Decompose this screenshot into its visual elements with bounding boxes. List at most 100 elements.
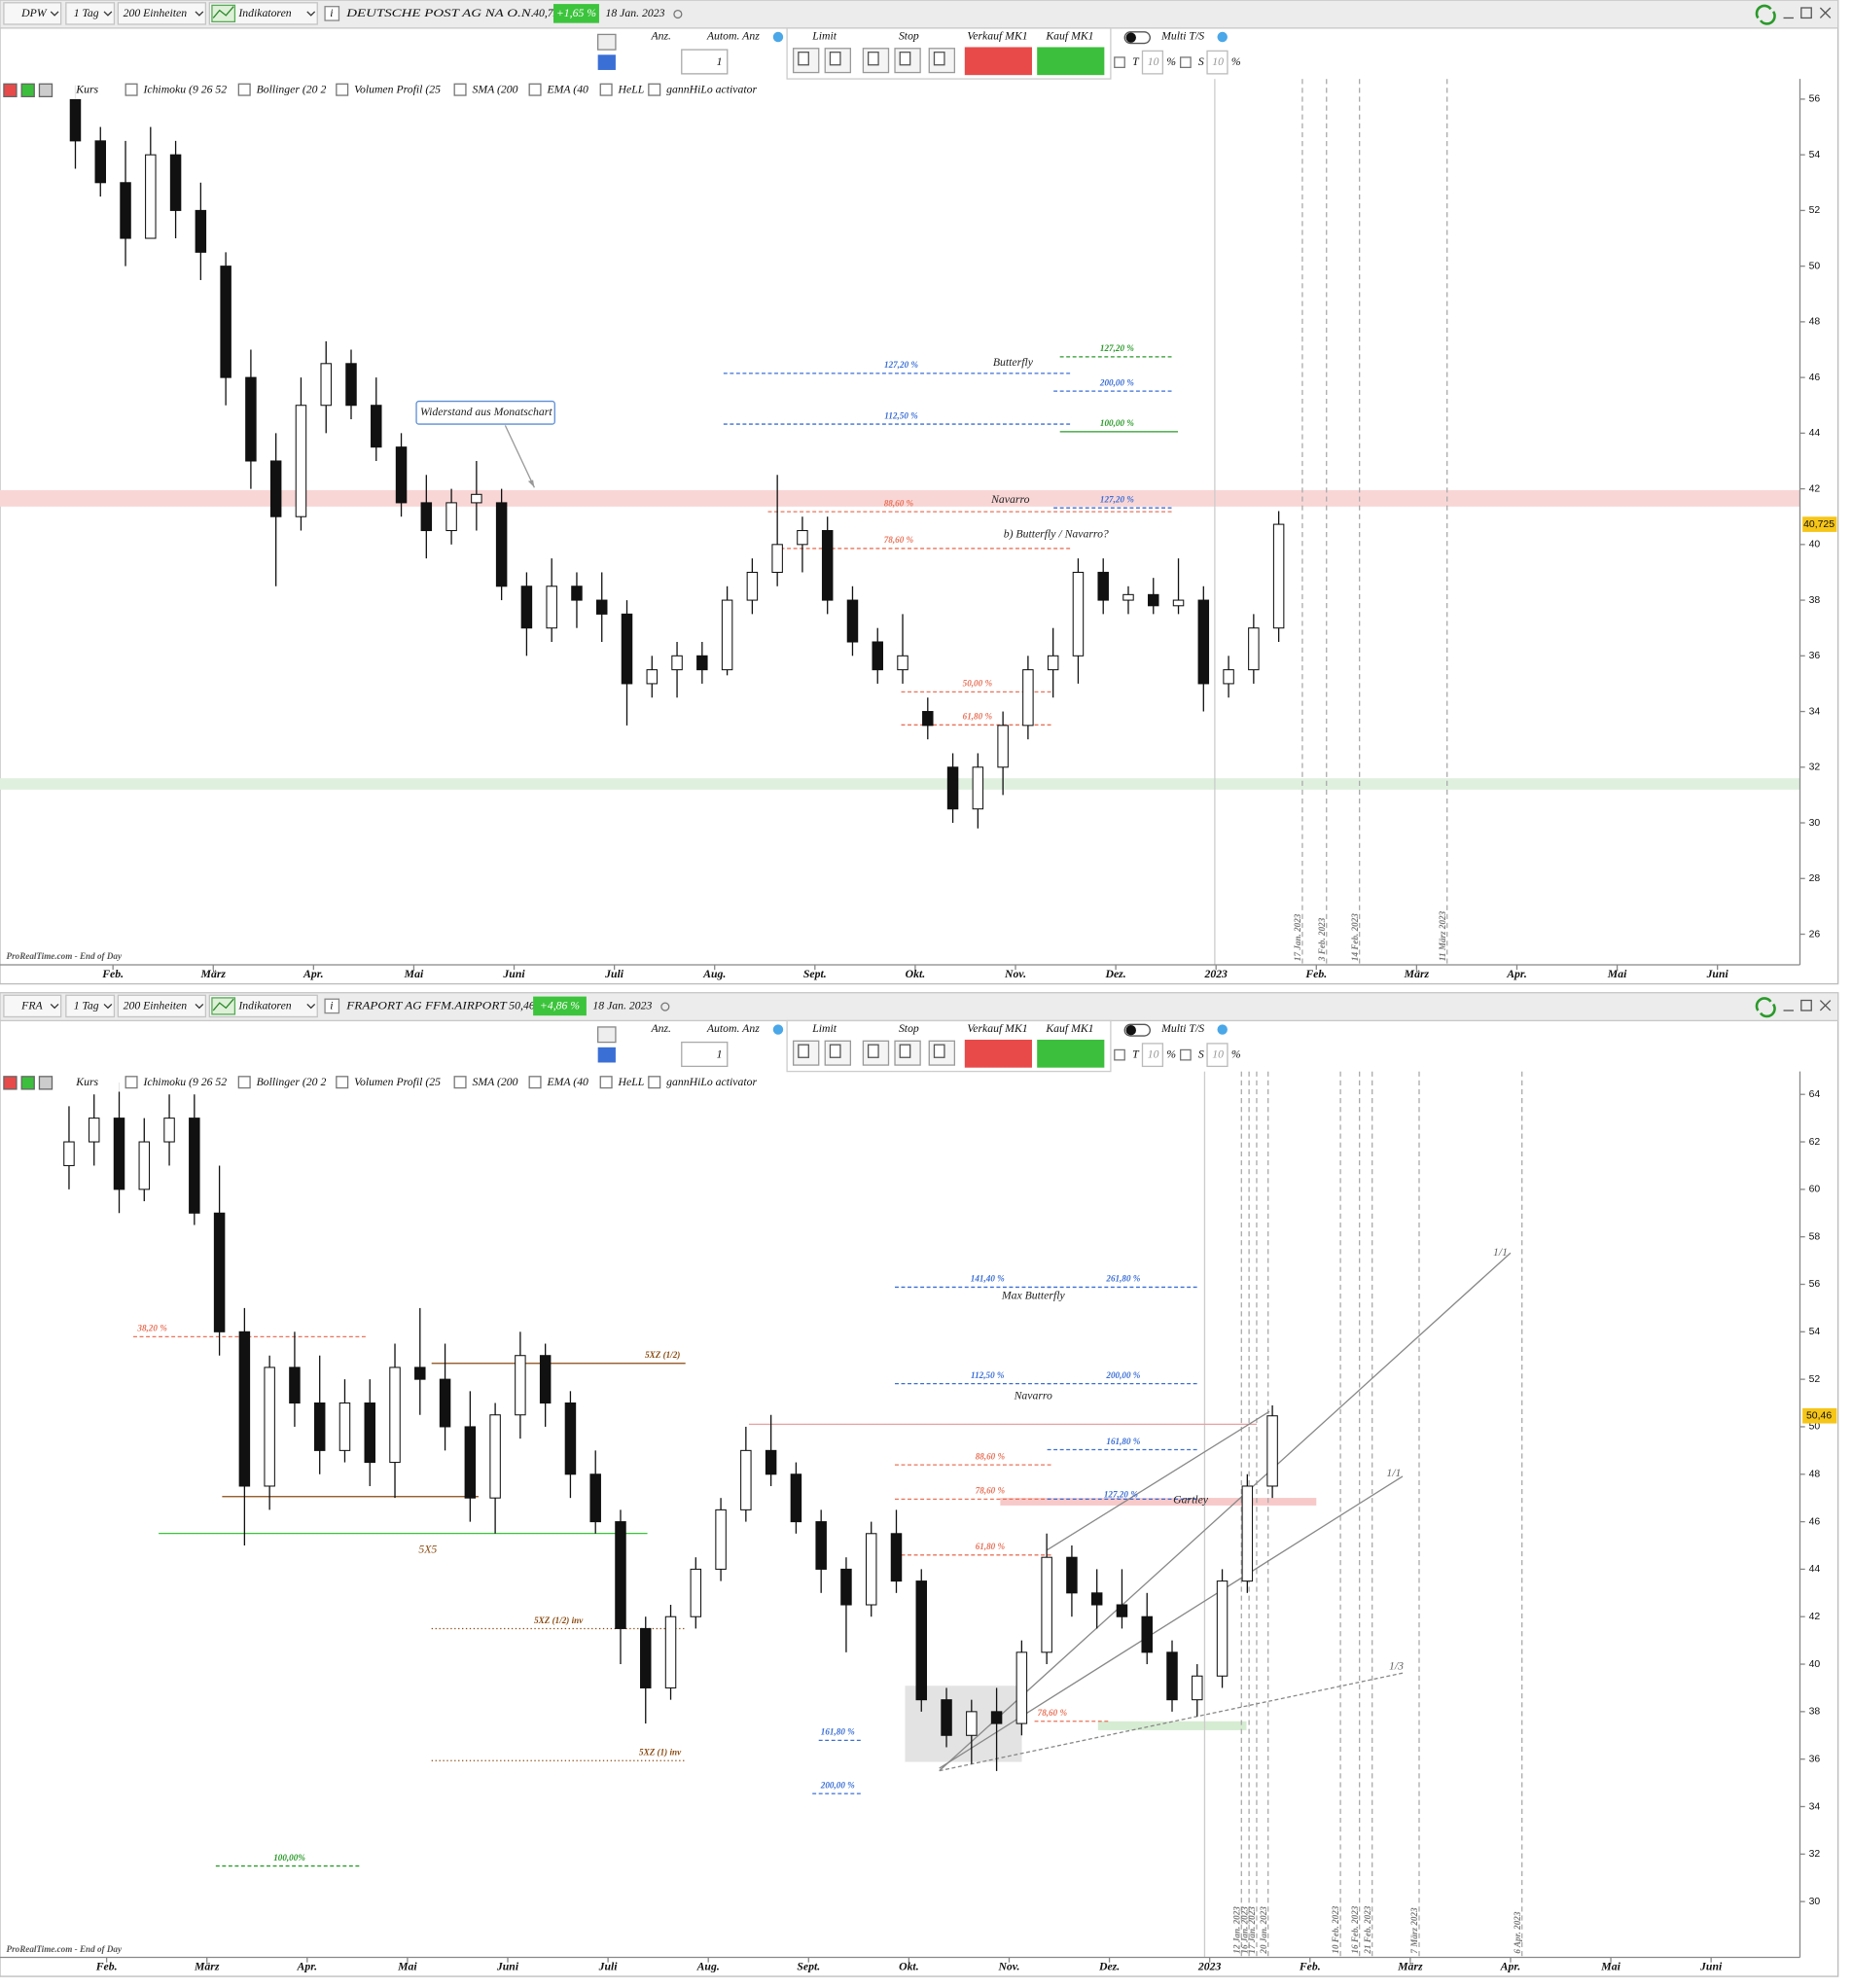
tool-icon[interactable]: [597, 33, 617, 51]
indicator[interactable]: HeLL: [618, 1076, 645, 1088]
symbol[interactable]: DPW: [20, 7, 48, 19]
qty[interactable]: 1: [717, 55, 723, 68]
refresh-icon[interactable]: [1755, 997, 1776, 1018]
indicator[interactable]: gannHiLo activator: [666, 84, 757, 96]
indicator-checkbox[interactable]: [237, 83, 251, 96]
interval[interactable]: 1 Tag: [74, 1000, 99, 1012]
indicator-checkbox[interactable]: [648, 1076, 661, 1089]
indicator-control[interactable]: [20, 1076, 35, 1090]
indicator-checkbox[interactable]: [453, 1076, 467, 1089]
indicator-checkbox[interactable]: [336, 83, 349, 96]
interval[interactable]: 1 Tag: [74, 7, 99, 19]
indicator[interactable]: SMA (200: [472, 84, 517, 96]
percent-input[interactable]: [1206, 50, 1229, 75]
qty-input[interactable]: [681, 49, 729, 75]
percent-value[interactable]: 10: [1148, 55, 1159, 68]
x-tick-label: Juni: [1706, 968, 1729, 980]
dropdown[interactable]: [65, 994, 116, 1018]
percent-input[interactable]: [1206, 1043, 1229, 1068]
indicator[interactable]: Volumen Profil (25: [354, 1076, 441, 1088]
dropdown[interactable]: [117, 994, 207, 1018]
indicator-checkbox[interactable]: [125, 83, 138, 96]
indicator-checkbox[interactable]: [528, 1076, 542, 1089]
dropdown[interactable]: [208, 2, 318, 25]
dropdown[interactable]: [3, 994, 62, 1018]
indicator[interactable]: Kurs: [75, 84, 98, 96]
indicator[interactable]: gannHiLo activator: [666, 1076, 757, 1088]
indicator-control[interactable]: [3, 83, 18, 98]
indicator[interactable]: Ichimoku (9 26 52: [142, 84, 227, 96]
date-marker-label: 20 Jan. 2023: [1259, 1906, 1268, 1955]
keypad-icon[interactable]: [597, 1047, 616, 1063]
sell-button[interactable]: [964, 1039, 1032, 1068]
symbol[interactable]: FRA: [20, 1000, 43, 1012]
dropdown[interactable]: [3, 2, 62, 25]
indicator-checkbox[interactable]: [453, 83, 467, 96]
checkbox[interactable]: [1114, 56, 1125, 68]
indicator[interactable]: HeLL: [618, 84, 645, 96]
keypad-icon[interactable]: [597, 54, 616, 70]
checkbox-label: T: [1132, 1047, 1140, 1060]
indicator[interactable]: EMA (40: [546, 1076, 588, 1088]
indicator[interactable]: Bollinger (20 2: [257, 1076, 327, 1088]
units[interactable]: 200 Einheiten: [124, 1000, 188, 1012]
checkbox[interactable]: [1114, 1048, 1125, 1061]
dropdown[interactable]: [65, 2, 116, 25]
indicator-control[interactable]: [38, 83, 53, 98]
x-tick-label: März: [1404, 968, 1430, 980]
close[interactable]: [1819, 7, 1832, 18]
order-button-icon: [829, 1044, 841, 1058]
units[interactable]: 200 Einheiten: [124, 7, 188, 19]
indicator-checkbox[interactable]: [528, 83, 542, 96]
indicator-control[interactable]: [20, 83, 35, 98]
buy-button[interactable]: [1037, 47, 1105, 76]
indicator[interactable]: Bollinger (20 2: [257, 84, 327, 96]
percent-value[interactable]: 10: [1148, 1047, 1159, 1060]
indicator-control[interactable]: [38, 1076, 53, 1090]
indicator-checkbox[interactable]: [237, 1076, 251, 1089]
checkbox[interactable]: [1180, 1048, 1192, 1061]
percent-value[interactable]: 10: [1212, 55, 1224, 68]
indicator[interactable]: EMA (40: [546, 84, 588, 96]
percent-value[interactable]: 10: [1212, 1047, 1224, 1060]
indicator-checkbox[interactable]: [125, 1076, 138, 1089]
indicator[interactable]: Volumen Profil (25: [354, 84, 441, 96]
indicator[interactable]: SMA (200: [472, 1076, 517, 1088]
refresh-icon[interactable]: [1755, 4, 1776, 25]
candle-body: [245, 376, 257, 462]
indicator[interactable]: Kurs: [75, 1076, 98, 1088]
restore[interactable]: [1800, 999, 1812, 1012]
indicators-button[interactable]: Indikatoren: [237, 7, 291, 19]
dropdown[interactable]: [117, 2, 207, 25]
indicator[interactable]: Ichimoku (9 26 52: [142, 1076, 227, 1088]
qty[interactable]: 1: [717, 1047, 723, 1060]
indicator-checkbox[interactable]: [599, 1076, 613, 1089]
info-box[interactable]: [324, 998, 340, 1014]
dropdown[interactable]: [208, 994, 318, 1018]
x-tick-label: März: [1397, 1961, 1423, 1973]
indicator-control[interactable]: [3, 1076, 18, 1090]
indicator-checkbox[interactable]: [336, 1076, 349, 1089]
buy-button[interactable]: [1037, 1039, 1105, 1068]
indicator-checkbox[interactable]: [599, 83, 613, 96]
indicators-button[interactable]: Indikatoren: [237, 1000, 291, 1012]
restore[interactable]: [1800, 7, 1812, 19]
close[interactable]: [1819, 1000, 1832, 1012]
x-tick-label: Dez.: [1105, 968, 1126, 980]
percent-input[interactable]: [1141, 50, 1164, 75]
info[interactable]: i: [330, 1000, 333, 1012]
candle-body: [120, 182, 131, 239]
qty-input[interactable]: [681, 1041, 729, 1068]
percent-input[interactable]: [1141, 1043, 1164, 1068]
candle-body: [915, 1580, 928, 1701]
sell-button[interactable]: [964, 47, 1032, 76]
info[interactable]: i: [330, 7, 333, 19]
tool-icon[interactable]: [597, 1026, 617, 1044]
info-box[interactable]: [324, 6, 340, 21]
order-button-icon: [867, 52, 879, 66]
x-tick-label: Aug.: [702, 968, 726, 980]
fib-label: 88,60 %: [976, 1451, 1006, 1461]
checkbox[interactable]: [1180, 56, 1192, 68]
indicator-checkbox[interactable]: [648, 83, 661, 96]
